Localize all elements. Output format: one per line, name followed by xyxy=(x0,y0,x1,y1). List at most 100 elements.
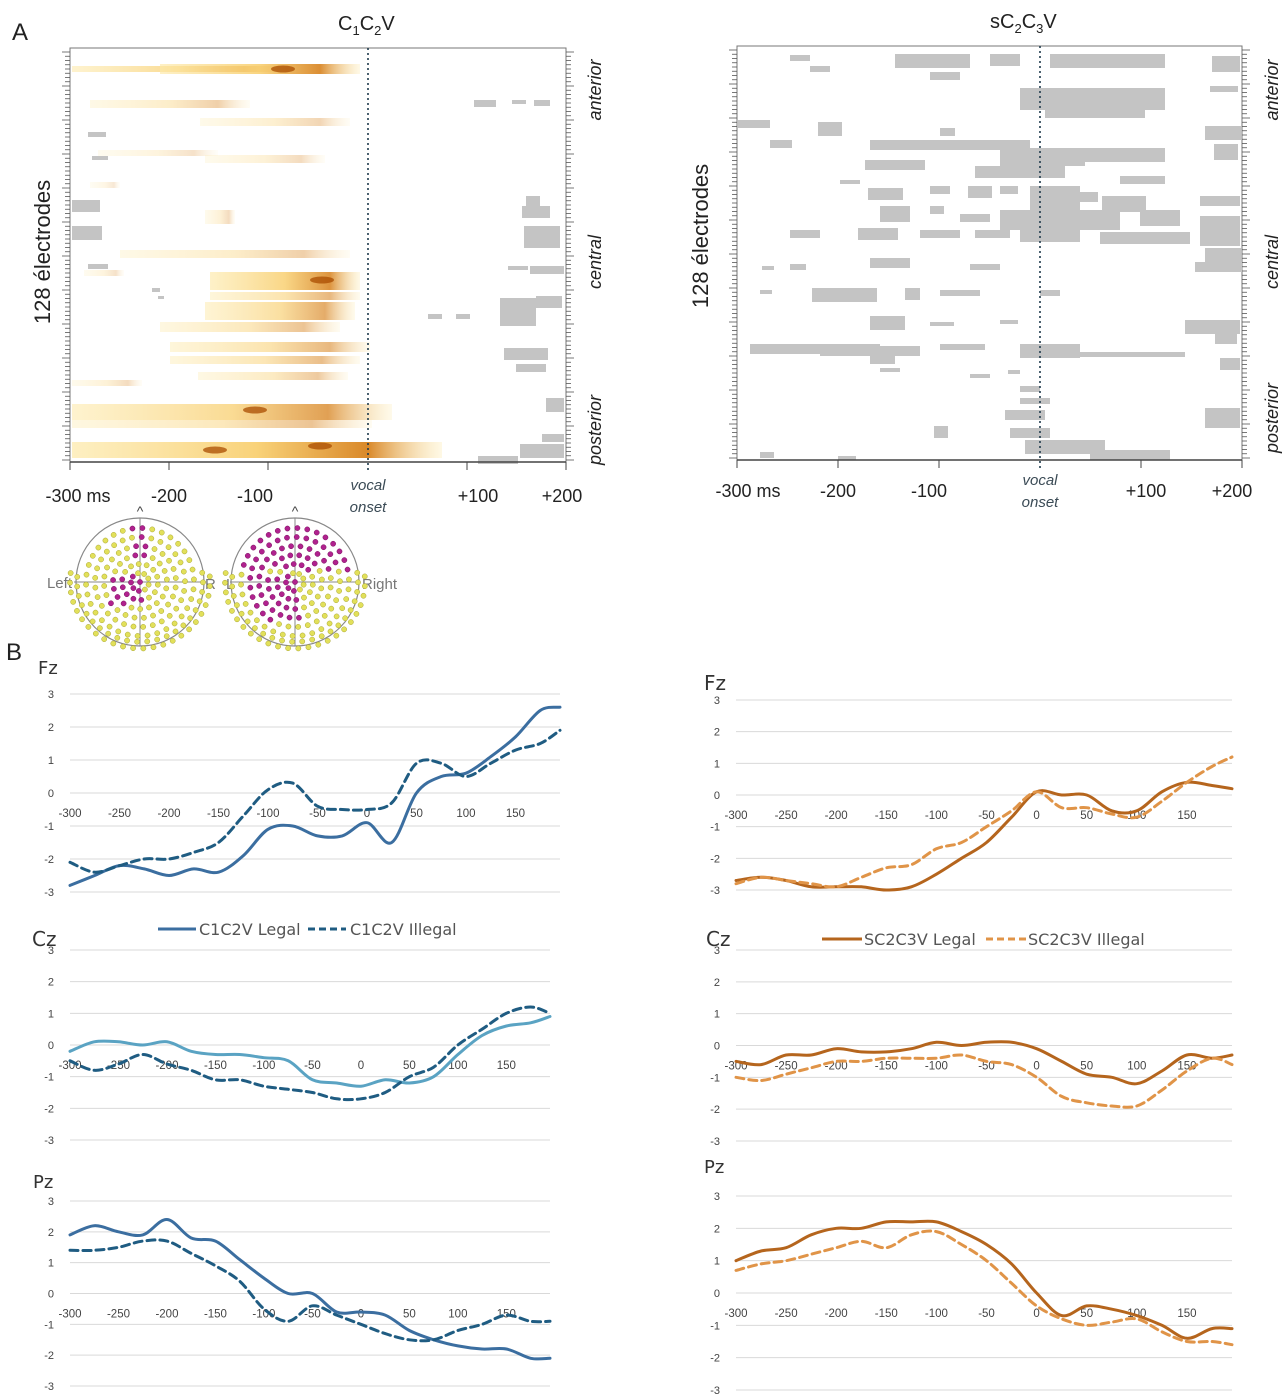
significance-bar xyxy=(940,290,980,296)
electrode-significant xyxy=(129,525,136,532)
electrode xyxy=(165,544,172,551)
electrode xyxy=(158,618,165,625)
x-tick-label: 150 xyxy=(1177,1308,1196,1320)
electrode xyxy=(128,563,134,570)
significance-bar xyxy=(72,200,100,212)
heat-band xyxy=(198,372,348,380)
head-left-electrodes xyxy=(67,525,213,652)
electrode xyxy=(119,527,126,534)
y-tick-label: 2 xyxy=(714,727,720,739)
electrode xyxy=(242,601,249,607)
x-tick-label: 100 xyxy=(456,808,475,820)
electrode xyxy=(313,608,320,614)
onset-label-line2: onset xyxy=(1022,494,1060,511)
electrode xyxy=(186,626,192,633)
head-map-left: ^ Left R xyxy=(47,503,216,652)
significance-bar xyxy=(1090,450,1170,460)
electrode xyxy=(171,620,178,627)
significance-bar xyxy=(158,296,164,299)
electrode xyxy=(182,578,188,585)
electrode xyxy=(170,566,177,572)
electrode xyxy=(114,634,121,641)
electrode xyxy=(244,618,251,625)
electrode xyxy=(305,612,311,619)
electrode-significant xyxy=(119,584,126,591)
series-line-legal xyxy=(734,1040,1234,1086)
electrode xyxy=(229,583,236,590)
electrode xyxy=(354,569,361,576)
electrode-significant xyxy=(128,579,134,586)
significance-bar xyxy=(930,186,950,194)
electrode xyxy=(348,619,354,625)
y-tick-label: -3 xyxy=(710,1136,720,1148)
electrode xyxy=(115,550,122,556)
significance-bar xyxy=(865,160,925,170)
y-tick-label: 0 xyxy=(48,788,54,800)
electrode xyxy=(167,534,174,541)
x-tick-label: +200 xyxy=(542,486,583,506)
legend-legal-label: C1C2V Legal xyxy=(199,920,301,939)
electrode-significant xyxy=(279,545,285,552)
electrode-significant xyxy=(322,534,329,541)
electrode xyxy=(327,628,334,635)
electrode xyxy=(129,534,135,541)
heat-band xyxy=(210,272,360,290)
electrode xyxy=(229,573,236,580)
electrode xyxy=(67,579,73,586)
electrode xyxy=(247,630,254,637)
significance-bar xyxy=(1200,196,1240,206)
panel-label-a: A xyxy=(12,19,28,46)
electrode xyxy=(166,612,173,619)
electrode xyxy=(115,628,122,635)
electrode-significant xyxy=(284,525,291,532)
significance-bar xyxy=(940,128,955,136)
significance-bar xyxy=(1045,110,1145,118)
electrode xyxy=(186,557,193,563)
x-tick-label: -300 xyxy=(58,808,81,820)
y-tick-label: 1 xyxy=(48,1008,54,1020)
electrode xyxy=(308,600,315,606)
electrode xyxy=(178,632,185,639)
significance-bar xyxy=(970,264,1000,270)
electrode xyxy=(160,641,167,648)
significance-bar xyxy=(1215,334,1237,344)
electrode-significant xyxy=(265,532,272,538)
electrode xyxy=(75,593,82,599)
onset-label-line1: vocal xyxy=(350,477,386,494)
electrode-significant xyxy=(292,606,299,612)
significance-bar xyxy=(1205,126,1241,140)
significance-bar xyxy=(1020,230,1080,242)
electrode-significant xyxy=(283,579,289,586)
electrode xyxy=(189,566,196,573)
significance-bar xyxy=(920,230,960,238)
electrode xyxy=(144,632,151,639)
significance-bar xyxy=(940,344,985,350)
electrode-significant xyxy=(286,614,293,621)
heat-band xyxy=(170,356,360,364)
chart-title: Cz xyxy=(32,927,56,951)
y-tick-label: 3 xyxy=(48,945,54,957)
electrode-significant xyxy=(111,586,117,592)
electrode xyxy=(154,581,161,588)
electrode xyxy=(111,542,117,549)
heat-peak xyxy=(308,442,332,450)
electrode-significant xyxy=(284,534,290,541)
significance-bar xyxy=(790,55,810,61)
electrode-significant xyxy=(114,594,121,600)
electrode xyxy=(265,640,272,647)
chart-fz-c1c2v: 3 2 1 0 -1 -2 -3 -300 -250 -200 -150 -100 -50 0 50 100 1… xyxy=(38,658,562,899)
significance-bar xyxy=(88,132,106,137)
electrode-significant xyxy=(303,535,310,542)
electrode xyxy=(149,526,156,533)
y-tick-label: 1 xyxy=(714,758,720,770)
y-tick-label: 2 xyxy=(714,1223,720,1235)
x-tick-label: -150 xyxy=(204,1060,227,1072)
significance-bar xyxy=(868,188,903,200)
heatmap-left-ylabel: 128 électrodes xyxy=(30,180,55,324)
electrode xyxy=(321,612,328,619)
electrode xyxy=(295,645,302,652)
significance-bar xyxy=(818,122,842,136)
significance-bar xyxy=(1040,290,1060,296)
